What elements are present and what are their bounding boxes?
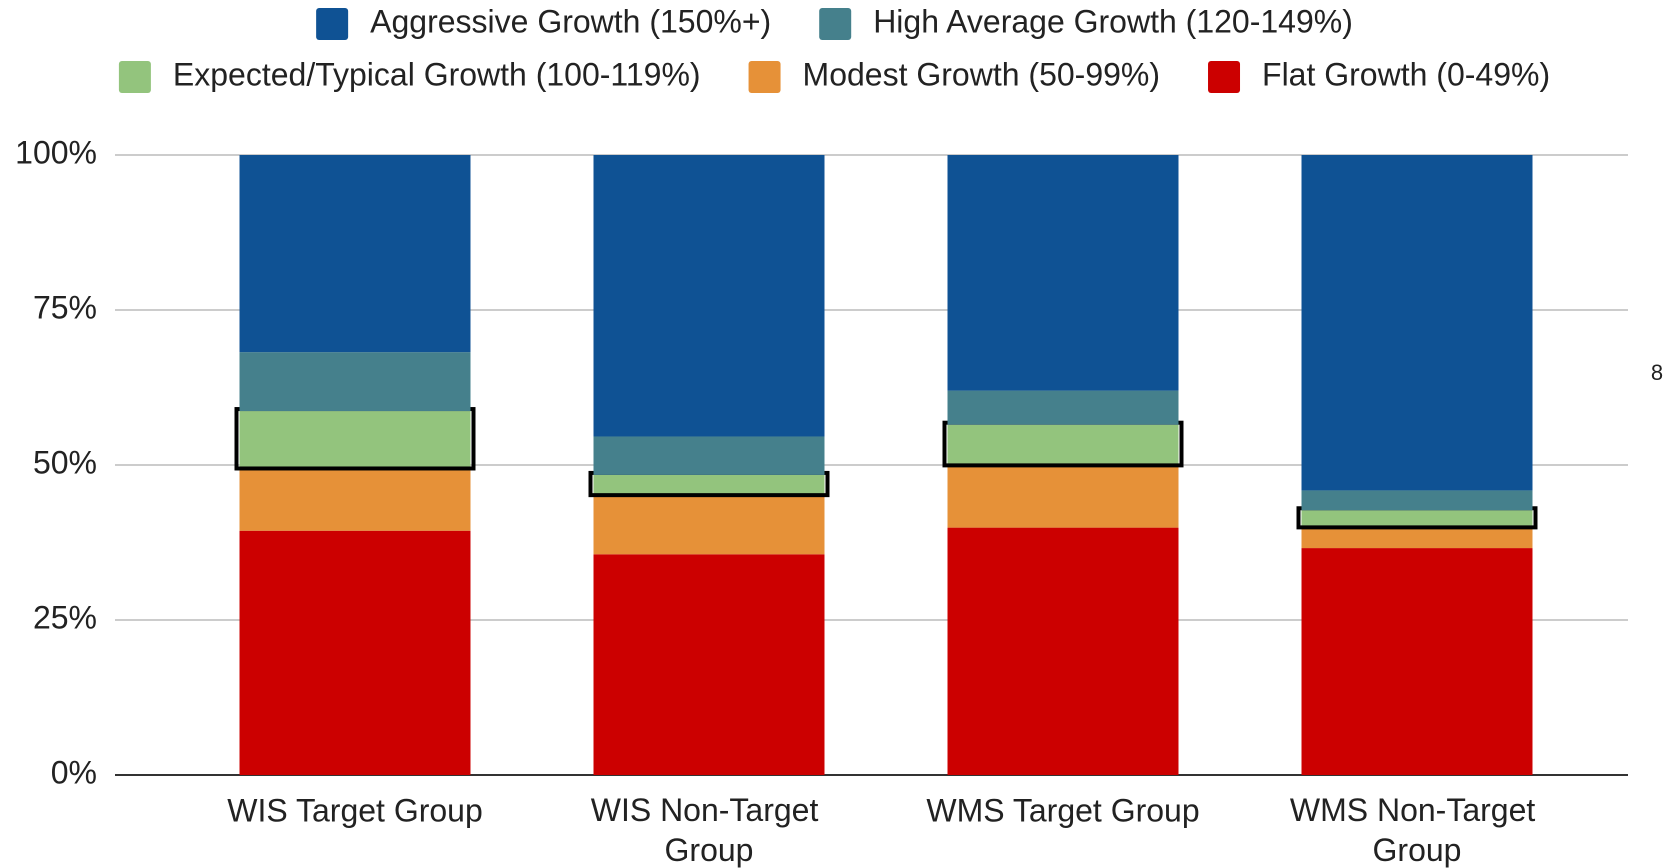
y-tick-label: 50% [33,444,97,480]
bar-segment [947,390,1179,425]
x-tick-line: WIS Non-Target [591,792,828,828]
bar-segment [1301,155,1533,491]
bar-segment [947,155,1179,391]
y-tick-label: 0% [51,754,97,790]
bar-segment [947,527,1179,775]
bar-segment [239,411,471,468]
annotation: 8 [1651,360,1663,385]
bar-segment [593,474,825,495]
x-tick-label: WIS Target Group [227,792,483,828]
legend-swatch [118,61,151,93]
legend-label: Expected/Typical Growth (100-119%) [173,56,701,92]
bar-segment [593,494,825,555]
legend-label: Modest Growth (50-99%) [803,56,1160,92]
legend-label: Flat Growth (0-49%) [1262,56,1550,92]
bar-segment [239,155,471,353]
bar-segment [593,436,825,475]
x-tick-label: WMS Target Group [926,792,1199,828]
bar-segment [1301,490,1533,511]
bar-segment [239,530,471,775]
bar-segment [1301,526,1533,549]
bar-segment [947,464,1179,528]
bar-segment [1301,510,1533,527]
legend-swatch [316,8,349,40]
x-tick-label: WMS Non-Target Group [1290,792,1544,868]
legend-swatch [1208,61,1241,93]
legend-swatch [748,61,781,93]
y-tick-label: 25% [33,599,97,635]
bar-segment [239,467,471,531]
y-tick-label: 75% [33,289,97,325]
x-tick-line: Group [1373,832,1462,868]
bar-segment [947,424,1179,465]
x-tick-label: WIS Non-Target Group [591,792,828,868]
legend-label: High Average Growth (120-149%) [873,3,1353,39]
legend-label: Aggressive Growth (150%+) [370,3,771,39]
x-tick-line: Group [665,832,754,868]
legend-swatch [819,8,852,40]
x-tick-line: WMS Non-Target [1290,792,1544,828]
bar-segment [593,155,825,437]
bar-segment [239,352,471,412]
y-tick-label: 100% [15,134,97,170]
bar-segment [593,554,825,775]
bar-segment [1301,548,1533,775]
